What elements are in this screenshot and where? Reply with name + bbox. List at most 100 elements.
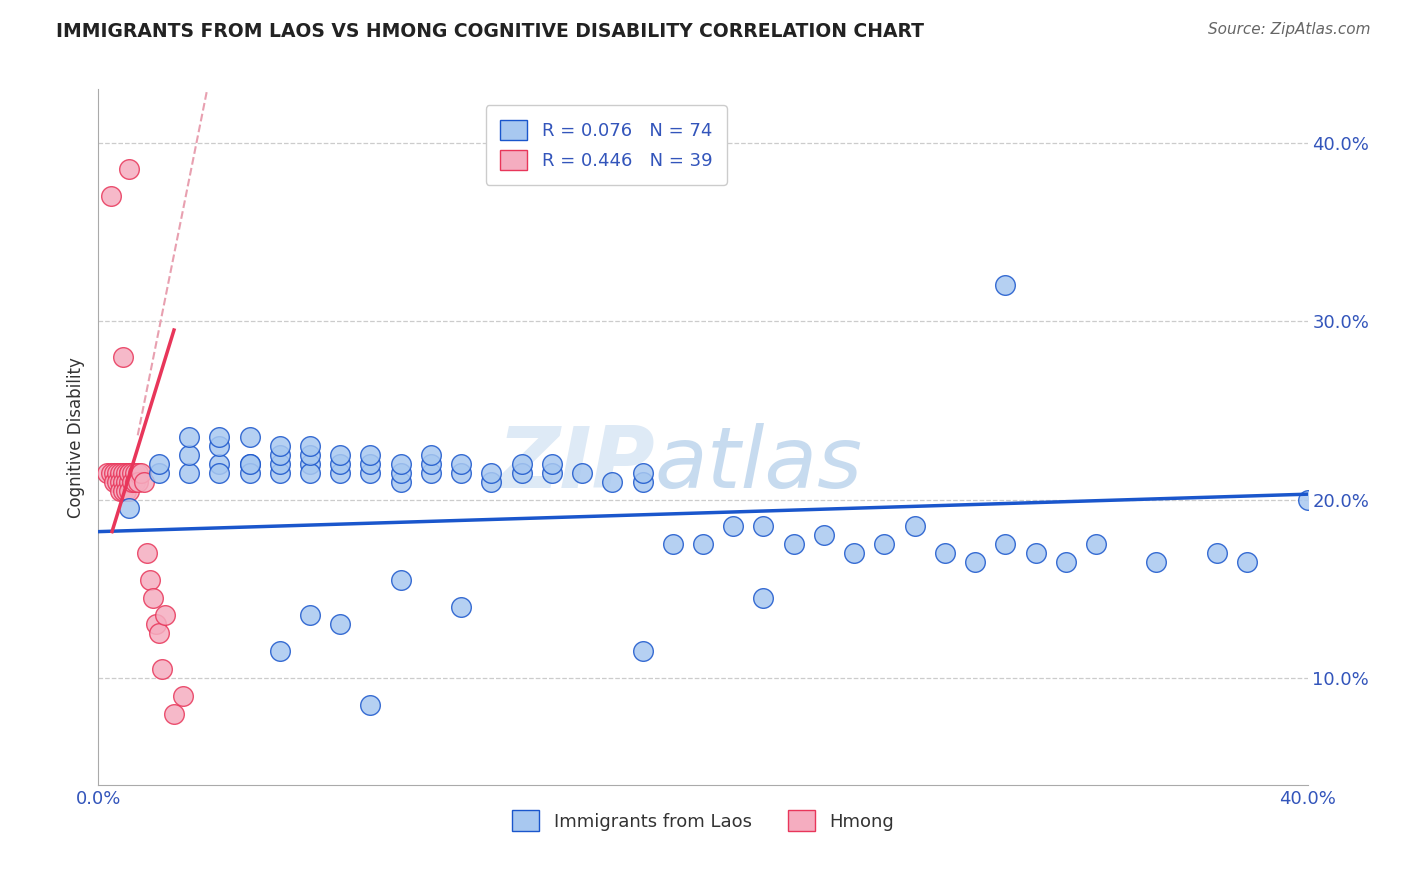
- Point: [239, 457, 262, 471]
- Point: [208, 430, 231, 444]
- Point: [420, 466, 443, 480]
- Point: [108, 483, 131, 498]
- Point: [105, 475, 128, 489]
- Point: [269, 439, 291, 453]
- Point: [269, 448, 291, 462]
- Point: [450, 599, 472, 614]
- Point: [389, 573, 412, 587]
- Point: [118, 162, 141, 177]
- Point: [127, 466, 149, 480]
- Point: [105, 466, 128, 480]
- Point: [127, 475, 149, 489]
- Point: [1024, 546, 1046, 560]
- Point: [208, 457, 231, 471]
- Point: [135, 546, 157, 560]
- Text: atlas: atlas: [655, 424, 863, 507]
- Point: [114, 483, 136, 498]
- Point: [150, 662, 173, 676]
- Point: [108, 475, 131, 489]
- Point: [179, 448, 201, 462]
- Point: [450, 457, 472, 471]
- Y-axis label: Cognitive Disability: Cognitive Disability: [67, 357, 86, 517]
- Point: [540, 466, 562, 480]
- Point: [118, 466, 141, 480]
- Point: [420, 448, 443, 462]
- Point: [100, 189, 122, 203]
- Point: [329, 448, 352, 462]
- Point: [420, 457, 443, 471]
- Point: [124, 475, 146, 489]
- Point: [299, 439, 322, 453]
- Point: [1206, 546, 1229, 560]
- Point: [142, 591, 165, 605]
- Point: [450, 466, 472, 480]
- Point: [118, 483, 141, 498]
- Point: [934, 546, 956, 560]
- Point: [904, 519, 927, 533]
- Point: [208, 466, 231, 480]
- Point: [994, 537, 1017, 551]
- Point: [844, 546, 866, 560]
- Point: [129, 466, 152, 480]
- Point: [389, 475, 412, 489]
- Point: [114, 475, 136, 489]
- Point: [1085, 537, 1108, 551]
- Point: [121, 475, 143, 489]
- Point: [269, 457, 291, 471]
- Point: [752, 519, 775, 533]
- Point: [329, 457, 352, 471]
- Point: [661, 537, 683, 551]
- Point: [481, 466, 503, 480]
- Point: [360, 457, 382, 471]
- Point: [631, 644, 654, 658]
- Text: ZIP: ZIP: [496, 424, 655, 507]
- Point: [540, 457, 562, 471]
- Point: [148, 457, 170, 471]
- Point: [269, 644, 291, 658]
- Point: [153, 608, 176, 623]
- Point: [111, 483, 134, 498]
- Point: [111, 475, 134, 489]
- Point: [124, 466, 146, 480]
- Text: Source: ZipAtlas.com: Source: ZipAtlas.com: [1208, 22, 1371, 37]
- Point: [103, 475, 125, 489]
- Point: [269, 466, 291, 480]
- Point: [329, 617, 352, 632]
- Point: [994, 278, 1017, 293]
- Point: [752, 591, 775, 605]
- Point: [389, 466, 412, 480]
- Point: [813, 528, 835, 542]
- Point: [299, 457, 322, 471]
- Point: [783, 537, 806, 551]
- Point: [148, 466, 170, 480]
- Point: [121, 466, 143, 480]
- Point: [481, 475, 503, 489]
- Point: [965, 555, 987, 569]
- Point: [723, 519, 745, 533]
- Point: [389, 457, 412, 471]
- Point: [179, 466, 201, 480]
- Point: [360, 466, 382, 480]
- Point: [172, 689, 194, 703]
- Point: [631, 466, 654, 480]
- Point: [100, 466, 122, 480]
- Point: [299, 448, 322, 462]
- Point: [510, 466, 533, 480]
- Point: [108, 466, 131, 480]
- Point: [510, 457, 533, 471]
- Point: [692, 537, 714, 551]
- Point: [360, 698, 382, 712]
- Text: IMMIGRANTS FROM LAOS VS HMONG COGNITIVE DISABILITY CORRELATION CHART: IMMIGRANTS FROM LAOS VS HMONG COGNITIVE …: [56, 22, 924, 41]
- Point: [1296, 492, 1319, 507]
- Point: [208, 439, 231, 453]
- Point: [163, 706, 186, 721]
- Point: [602, 475, 624, 489]
- Point: [103, 466, 125, 480]
- Point: [145, 617, 167, 632]
- Point: [118, 501, 141, 516]
- Point: [139, 573, 162, 587]
- Point: [239, 430, 262, 444]
- Point: [239, 466, 262, 480]
- Point: [96, 466, 118, 480]
- Point: [148, 626, 170, 640]
